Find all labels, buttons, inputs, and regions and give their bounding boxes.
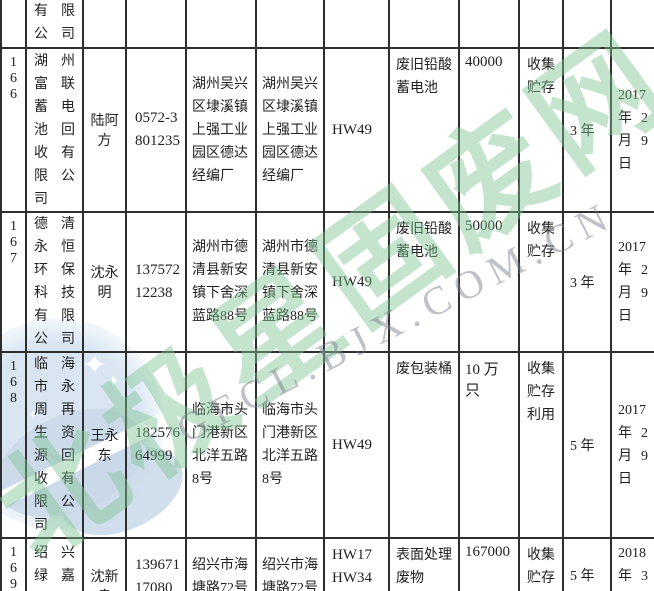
cell-hw-codes: HW49 (323, 211, 390, 353)
cell-contact: 王永东 (82, 351, 127, 539)
cell-validity: 3 年 (562, 47, 612, 213)
cell-validity: 5 年 (562, 351, 612, 539)
cell-contact: 沈新良 (82, 537, 127, 591)
cell-company-name: 临海 市永 周再 生资 源回 收有 限公司 (25, 351, 84, 539)
cell-contact: 陆阿方 (82, 47, 127, 213)
cell-waste-type: 废旧铅酸 蓄电池 (388, 47, 460, 213)
cell-waste-type: 废旧铅酸 蓄电池 (388, 211, 460, 353)
cell-operation: 收集贮存利用 (518, 351, 564, 539)
cell-address: 临海市头 门港新区 北洋五路 8号 (255, 351, 325, 539)
cell-row-number: 167 (0, 211, 27, 353)
cell-hw-codes: HW49 (323, 47, 390, 213)
cell-hw-codes: HW49 (323, 351, 390, 539)
cell-address: 临海市头 门港新区 北洋五路 8号 (185, 351, 257, 539)
cell-quantity: 50000 (458, 211, 520, 353)
cell-address: 湖州市德 清县新安 镇下舍深 蓝路88号 (255, 211, 325, 353)
cell-company-name: 绍兴绿嘉环保 (25, 537, 84, 591)
cell-operation: 收集 贮存 (518, 211, 564, 353)
cell-phone: 139671 17080 (125, 537, 187, 591)
cell-company-name: 有限 公司 (25, 0, 84, 49)
cell-row-number: 168 (0, 351, 27, 539)
cell-quantity (458, 0, 520, 49)
cell-hw-codes (323, 0, 390, 49)
cell-waste-type (388, 0, 460, 49)
cell-phone: 137572 12238 (125, 211, 187, 353)
cell-quantity: 167000 (458, 537, 520, 591)
cell-operation: 收集 贮存 (518, 47, 564, 213)
cell-address: 湖州市德 清县新安 镇下舍深 蓝路88号 (185, 211, 257, 353)
cell-phone (125, 0, 187, 49)
cell-row-number (0, 0, 27, 49)
cell-address: 湖州吴兴 区埭溪镇 上强工业 园区德达 经编厂 (255, 47, 325, 213)
cell-waste-type: 废包装桶 (388, 351, 460, 539)
cell-row-number: 166 (0, 47, 27, 213)
cell-operation (518, 0, 564, 49)
cell-company-name: 湖州 富联 蓄电 池回 收有 限公司 (25, 47, 84, 213)
cell-phone: 0572-3 801235 (125, 47, 187, 213)
cell-quantity: 10 万只 (458, 351, 520, 539)
cell-date (610, 0, 654, 49)
cell-address (185, 0, 257, 49)
cell-validity: 5 年 (562, 537, 612, 591)
cell-company-name: 德清 永恒 环保 科技 有限 公司 (25, 211, 84, 353)
cell-address (255, 0, 325, 49)
cell-row-number: 169 (0, 537, 27, 591)
cell-hw-codes: HW17HW34HW35 (323, 537, 390, 591)
cell-validity: 3 年 (562, 211, 612, 353)
table-row: 166 湖州 富联 蓄电 池回 收有 限公司 陆阿方 0572-3 801235 湖州吴兴区… (0, 47, 654, 213)
cell-address: 绍兴市海 塘路72号 (185, 537, 257, 591)
cell-validity (562, 0, 612, 49)
cell-contact: 沈永明 (82, 211, 127, 353)
cell-address: 绍兴市海 塘路72号 (255, 537, 325, 591)
cell-waste-type: 表面处理废物废酸 (388, 537, 460, 591)
cell-phone: 182576 64999 (125, 351, 187, 539)
cell-quantity: 40000 (458, 47, 520, 213)
cell-contact (82, 0, 127, 49)
table-row: 168 临海 市永 周再 生资 源回 收有 限公司 王永东 182576 64999 临海市头… (0, 351, 654, 539)
table-row: 167 德清 永恒 环保 科技 有限 公司 沈永明 137572 12238 湖州市德 清县新… (0, 211, 654, 353)
cell-address: 湖州吴兴 区埭溪镇 上强工业 园区德达 经编厂 (185, 47, 257, 213)
table-row-partial: 有限 公司 (0, 0, 654, 49)
